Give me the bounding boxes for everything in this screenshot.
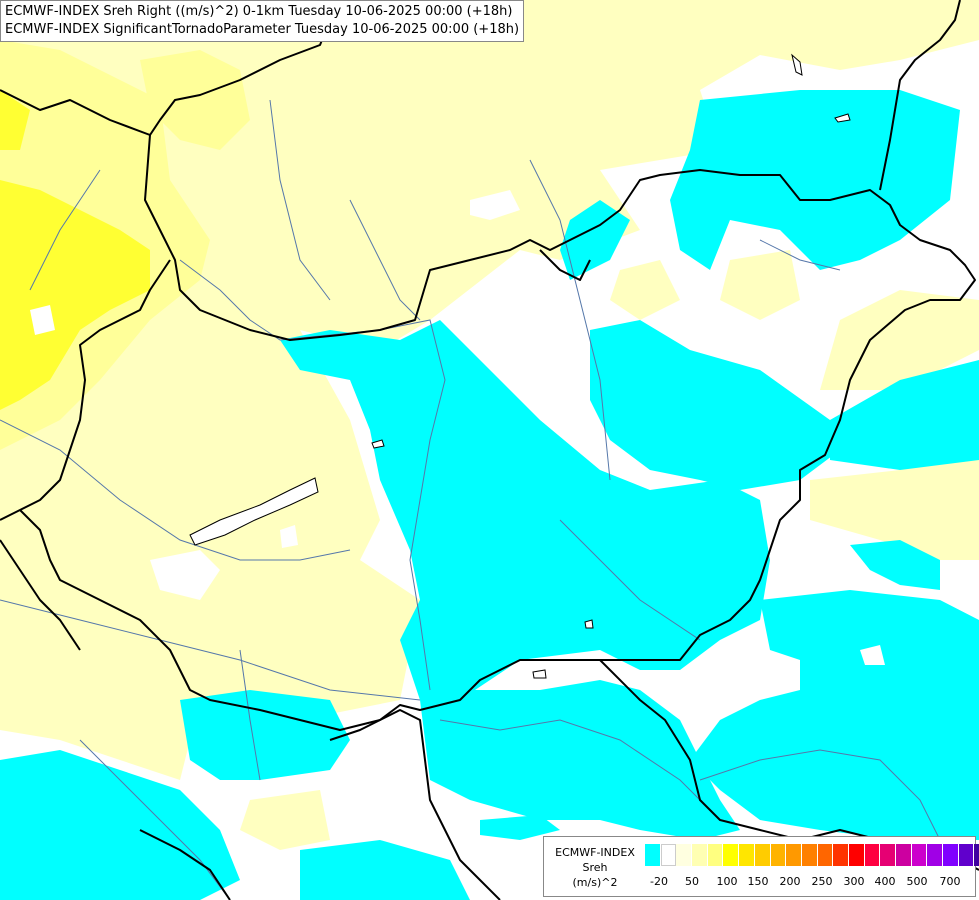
legend-title-line-2: Sreh — [582, 861, 608, 874]
lake-balaton — [189, 477, 319, 546]
border-east — [879, 0, 961, 191]
legend-label: 300 — [843, 875, 865, 888]
legend-label: 250 — [811, 875, 833, 888]
legend-swatch — [754, 844, 771, 866]
legend-label: -20 — [650, 875, 668, 888]
yellow-areas — [0, 90, 150, 410]
map-title: ECMWF-INDEX Sreh Right ((m/s)^2) 0-1km T… — [0, 0, 525, 42]
legend-swatch — [833, 844, 849, 866]
legend-swatch — [927, 844, 944, 866]
legend-label: 150 — [747, 875, 769, 888]
legend-swatch — [660, 844, 677, 866]
title-line-2: ECMWF-INDEX SignificantTornadoParameter … — [5, 22, 520, 37]
legend-label: 500 — [906, 875, 928, 888]
legend-swatch — [786, 844, 802, 866]
legend-swatch — [801, 844, 818, 866]
legend-swatch — [676, 844, 693, 866]
legend-swatch — [880, 844, 896, 866]
legend-title: ECMWF-INDEX Sreh (m/s)^2 — [550, 845, 640, 890]
legend-swatch — [739, 844, 755, 866]
legend-title-line-1: ECMWF-INDEX — [555, 846, 635, 859]
legend-title-line-3: (m/s)^2 — [572, 876, 618, 889]
border-slovakia-inner — [539, 249, 591, 281]
legend-swatch — [864, 844, 881, 866]
border-north — [0, 0, 351, 136]
legend-swatch — [645, 844, 661, 866]
legend-swatch — [848, 844, 865, 866]
legend-swatch — [692, 844, 708, 866]
legend-swatch — [770, 844, 787, 866]
legend-swatch — [943, 844, 959, 866]
cyan-areas — [0, 90, 979, 900]
border-southwest — [0, 539, 81, 651]
color-legend: ECMWF-INDEX Sreh (m/s)^2 -20 50 100 150 200 2… — [543, 836, 979, 897]
rivers — [0, 99, 941, 900]
legend-swatches — [645, 844, 979, 866]
legend-label: 100 — [716, 875, 738, 888]
legend-swatch — [958, 844, 975, 866]
white-holes — [30, 190, 885, 665]
border-bosnia — [139, 829, 231, 900]
border-west-slovenia — [0, 259, 171, 521]
legend-swatch — [817, 844, 834, 866]
legend-label: 700 — [939, 875, 961, 888]
legend-swatch — [911, 844, 928, 866]
legend-swatch — [896, 844, 912, 866]
legend-label: 50 — [685, 875, 699, 888]
legend-label: 400 — [874, 875, 896, 888]
title-line-1: ECMWF-INDEX Sreh Right ((m/s)^2) 0-1km T… — [5, 4, 513, 19]
legend-swatch — [723, 844, 740, 866]
legend-swatch — [707, 844, 724, 866]
border-croatia — [19, 509, 501, 900]
legend-swatch — [974, 844, 979, 866]
lakes — [189, 53, 851, 679]
legend-labels: -20 50 100 150 200 250 300 400 500 700 — [645, 875, 975, 889]
legend-label: 200 — [779, 875, 801, 888]
